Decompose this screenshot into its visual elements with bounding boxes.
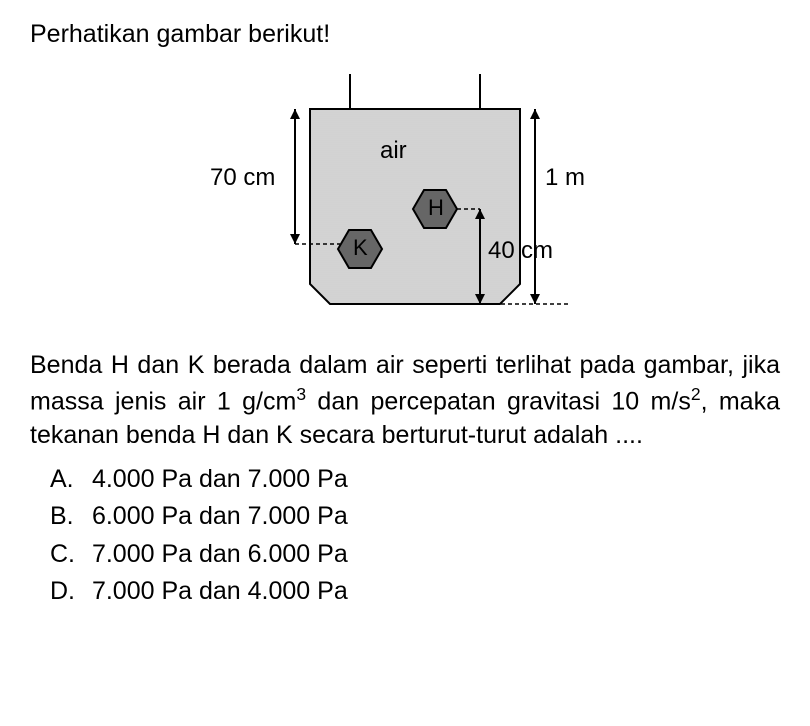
hexagon-h-label: H [428, 195, 444, 221]
body-line-4: benda H dan K secara berturut-turut adal… [126, 421, 643, 449]
diagram-container: air 70 cm 1 m 40 cm H K [30, 69, 780, 329]
option-b-text: 6.000 Pa dan 7.000 Pa [92, 502, 348, 530]
body-sup-1: 3 [296, 384, 306, 404]
option-c-text: 7.000 Pa dan 6.000 Pa [92, 540, 348, 568]
hexagon-k-label: K [353, 235, 368, 261]
option-b-label: B. [50, 498, 85, 536]
option-d-text: 7.000 Pa dan 4.000 Pa [92, 577, 348, 605]
option-a: A. 4.000 Pa dan 7.000 Pa [30, 461, 780, 499]
question-prompt: Perhatikan gambar berikut! [30, 20, 780, 49]
option-a-label: A. [50, 461, 85, 499]
physics-diagram: air 70 cm 1 m 40 cm H K [180, 69, 630, 329]
option-a-text: 4.000 Pa dan 7.000 Pa [92, 465, 348, 493]
question-body: Benda H dan K berada dalam air seperti t… [30, 349, 780, 453]
option-d-label: D. [50, 573, 85, 611]
answer-options: A. 4.000 Pa dan 7.000 Pa B. 6.000 Pa dan… [30, 461, 780, 611]
right-top-measure-label: 1 m [545, 164, 585, 192]
body-line-3: percepatan gravitasi 10 m/s [371, 387, 691, 415]
body-line-2-end: dan [306, 387, 359, 415]
body-sup-2: 2 [691, 384, 701, 404]
option-d: D. 7.000 Pa dan 4.000 Pa [30, 573, 780, 611]
left-measure-label: 70 cm [210, 164, 275, 192]
water-label: air [380, 137, 407, 165]
body-line-1: Benda H dan K berada dalam air seperti t… [30, 351, 571, 379]
right-bottom-measure-unit: cm [521, 237, 553, 265]
right-bottom-measure-label: 40 [488, 237, 515, 265]
option-c-label: C. [50, 536, 85, 574]
option-b: B. 6.000 Pa dan 7.000 Pa [30, 498, 780, 536]
option-c: C. 7.000 Pa dan 6.000 Pa [30, 536, 780, 574]
